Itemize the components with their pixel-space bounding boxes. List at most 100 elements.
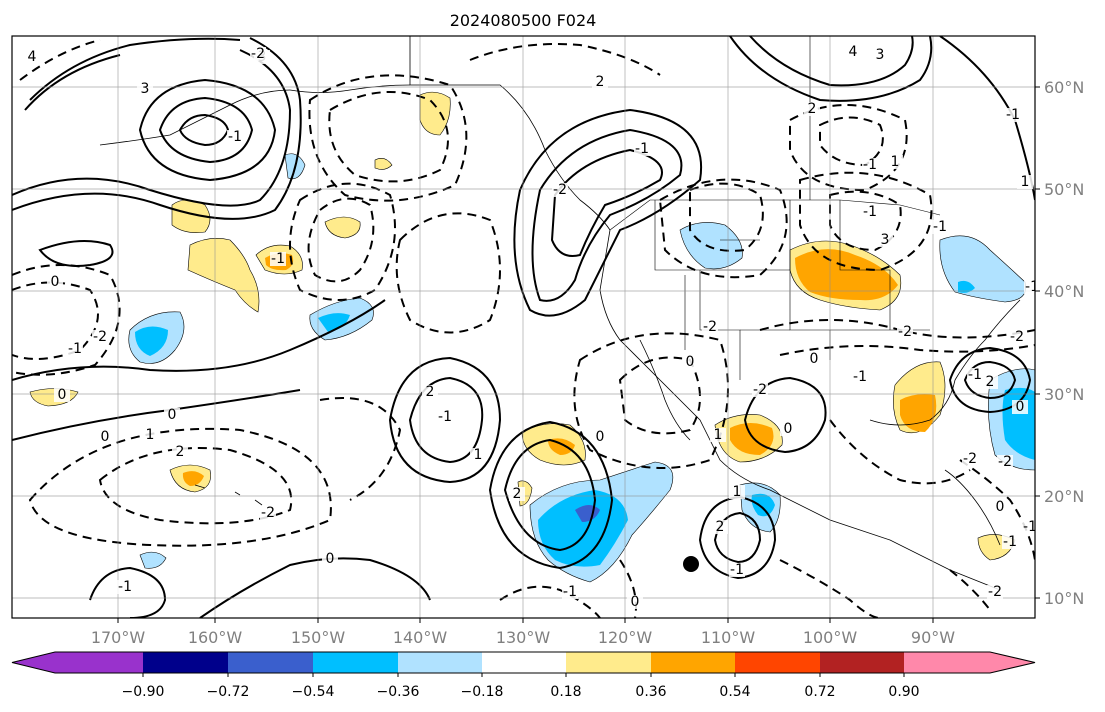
graticule: [12, 36, 1035, 618]
contour-label-background: [592, 75, 608, 89]
contour-label: -2: [553, 182, 567, 198]
contour-label: 2: [986, 374, 995, 390]
contour-label-background: [1012, 400, 1028, 414]
contour-label: 1: [1021, 174, 1030, 190]
contour-label: 1: [146, 427, 155, 443]
contour-label-background: [552, 183, 568, 197]
contour-label: 3: [141, 81, 150, 97]
contour-line-negative: [395, 212, 501, 334]
contour-line-positive: [29, 37, 241, 101]
contour-label: -1: [1003, 534, 1017, 550]
contour-label: -1: [271, 251, 285, 267]
contour-label: 0: [631, 594, 640, 610]
colorbar-segment: [228, 652, 313, 673]
contour-label-background: [250, 47, 266, 61]
contour-label: 0: [58, 387, 67, 403]
contour-label-background: [142, 428, 158, 442]
contour-label-background: [137, 82, 153, 96]
colorbar-segment: [820, 652, 904, 673]
contour-label: -1: [563, 584, 577, 600]
contour-label: -2: [753, 382, 767, 398]
contour-line-positive: [12, 49, 292, 207]
contour-label: -1: [1025, 279, 1039, 295]
contour-label-background: [887, 155, 903, 169]
contour-label-background: [227, 130, 243, 144]
contour-label: -1: [635, 141, 649, 157]
contour-line-positive: [24, 54, 121, 111]
contour-label: -1: [968, 367, 982, 383]
latitude-label: 10°N: [1044, 589, 1084, 608]
contour-line-positive: [38, 240, 114, 267]
colorbar-segment: [651, 652, 735, 673]
contour-label-background: [682, 355, 698, 369]
figure-title: 2024080500 F024: [450, 11, 597, 30]
contour-label: -1: [933, 219, 947, 235]
colorbar-segment: [398, 652, 482, 673]
colorbar-tick-label: −0.18: [461, 684, 504, 700]
contour-label: 2: [176, 444, 185, 460]
contour-label-background: [752, 383, 768, 397]
contour-label-background: [67, 342, 83, 356]
contour-line-negative: [289, 182, 396, 301]
contour-label-background: [627, 595, 643, 609]
contour-line-positive: [408, 376, 484, 464]
contour-label-background: [1017, 175, 1033, 189]
colorbar-segment: [313, 652, 398, 673]
colorbar-upper-extension: [904, 652, 1035, 673]
contour-label: -1: [68, 341, 82, 357]
colorbar-tick-label: 0.54: [719, 684, 750, 700]
contour-label: 4: [28, 49, 37, 65]
coastlines: [99, 36, 1021, 591]
latitude-label: 60°N: [1044, 78, 1084, 97]
contour-line-negative: [819, 116, 884, 167]
contour-line-negative: [789, 104, 908, 192]
latitude-label: 30°N: [1044, 385, 1084, 404]
contour-label: 0: [996, 499, 1005, 515]
contour-line-positive: [12, 37, 302, 220]
positive-anomaly-region: [374, 158, 393, 170]
contour-line-negative: [799, 171, 933, 272]
contour-line-positive: [698, 495, 777, 580]
contour-line-negative: [469, 43, 661, 76]
latitude-label: 40°N: [1044, 282, 1084, 301]
contour-label: 0: [101, 429, 110, 445]
contour-label: 0: [51, 274, 60, 290]
negative-anomaly-core: [318, 313, 350, 332]
contour-line-negative: [779, 344, 1035, 356]
contour-label-background: [780, 422, 796, 436]
colorbar-tick-label: −0.90: [122, 684, 165, 700]
contour-label: 1: [474, 447, 483, 463]
contour-label: -1: [863, 204, 877, 220]
negative-anomaly-core: [958, 280, 975, 293]
contour-line-positive: [729, 36, 933, 102]
contour-label-background: [806, 352, 822, 366]
contour-label-background: [260, 506, 276, 520]
contour-line-positive: [503, 438, 597, 552]
contour-line-positive: [89, 566, 167, 618]
contour-label: -1: [863, 157, 877, 173]
contour-line-positive: [158, 96, 254, 164]
contour-label: -1: [228, 129, 242, 145]
positive-anomaly-region: [324, 216, 361, 239]
contour-line-positive: [531, 128, 683, 302]
contour-label-background: [872, 48, 888, 62]
colorbar-tick-labels: −0.90 −0.72 −0.54 −0.36 −0.18 0.18 0.36 0.54 0.7…: [122, 673, 920, 700]
contour-label-background: [1022, 520, 1035, 534]
colorbar-lower-extension: [12, 652, 143, 673]
contour-label-background: [470, 448, 486, 462]
contour-line-positive: [178, 113, 230, 147]
contour-label-background: [862, 158, 878, 172]
longitude-label: 160°W: [188, 628, 243, 647]
contour-label-background: [710, 428, 726, 442]
contour-label: -2: [998, 454, 1012, 470]
colorbar-segment: [482, 652, 566, 673]
colorbar-tick-label: −0.72: [207, 684, 250, 700]
negative-anomaly-region: [939, 235, 1027, 303]
contour-line-negative: [28, 427, 332, 547]
positive-anomaly-region: [419, 91, 451, 136]
contour-line-positive: [12, 299, 386, 381]
positive-anomaly-core: [730, 423, 774, 455]
contour-line-positive: [743, 376, 827, 454]
contour-line-positive: [749, 36, 914, 87]
contour-label: 0: [784, 421, 793, 437]
